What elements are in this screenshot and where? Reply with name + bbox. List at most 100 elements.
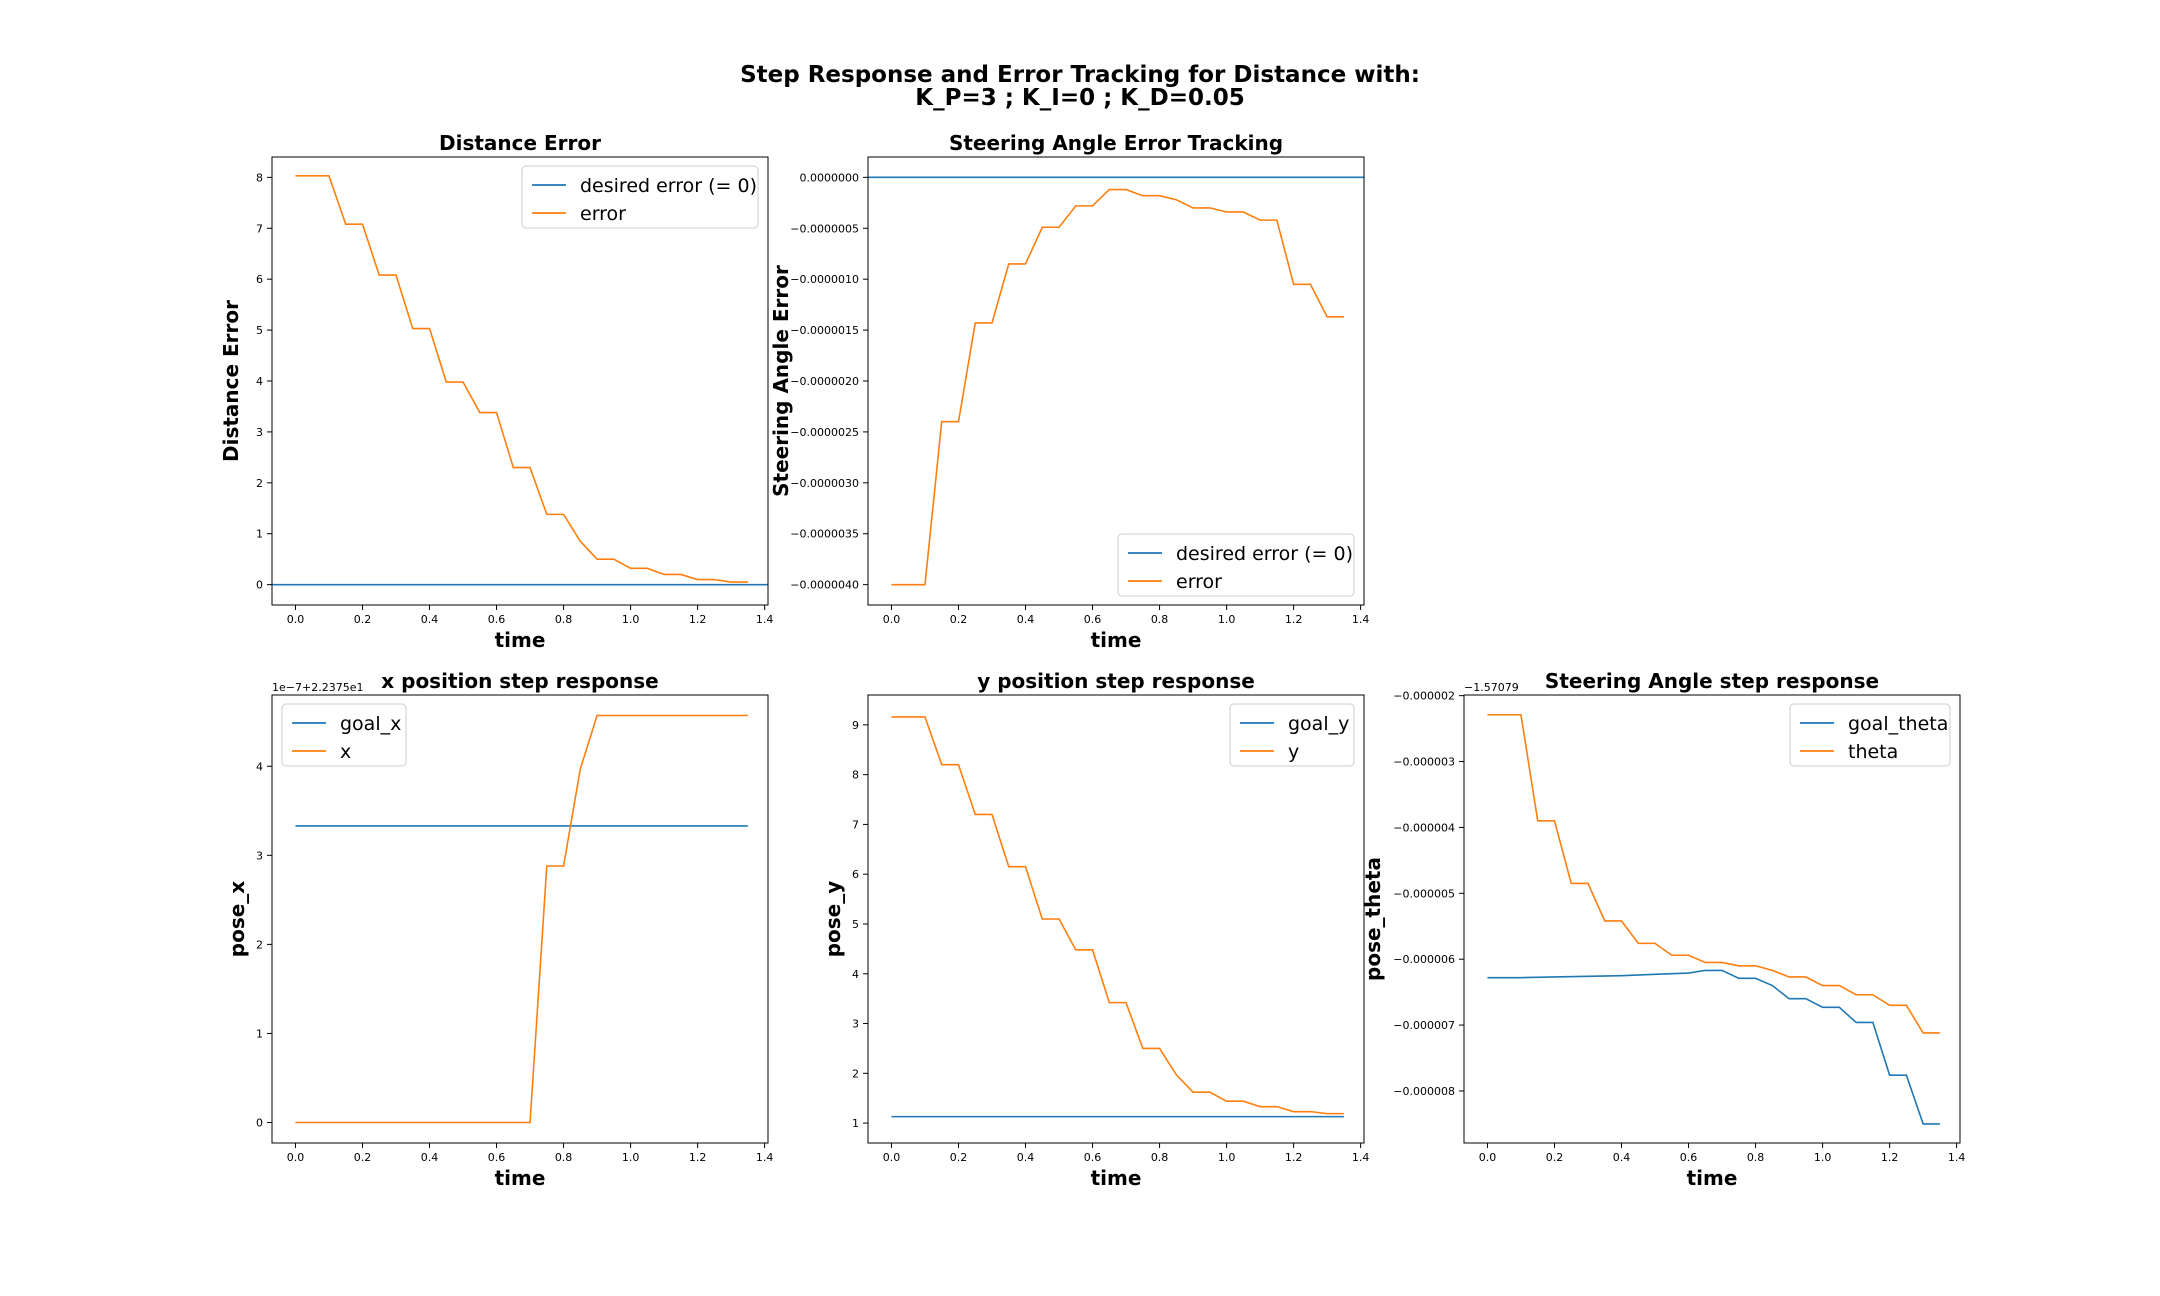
chart-4-y-tick-label: 7 [852,818,859,831]
chart-1-legend-label: error [580,203,626,225]
chart-4-x-axis-label: time [1091,1166,1142,1190]
chart-5-y-tick-label: −0.000005 [1393,887,1455,900]
chart-2-x-tick-label: 1.0 [1218,613,1236,626]
chart-4-x-tick-label: 0.4 [1017,1151,1035,1164]
chart-1-y-tick-label: 3 [256,426,263,439]
chart-5-series-theta-line [1487,713,1940,1034]
chart-1-x-tick-label: 1.2 [689,613,707,626]
chart-1-series-error-line [295,175,748,583]
chart-3-x-tick-label: 0.0 [287,1151,305,1164]
chart-2-x-axis-label: time [1091,628,1142,652]
chart-5-legend-label: goal_theta [1848,713,1948,735]
chart-2-x-tick-label: 1.2 [1285,613,1303,626]
chart-3-legend-label: goal_x [340,713,401,735]
chart-panel-5: 0.0 0.2 0.4 0.6 0.8 1.0 1.2 1.4 −0.000002 −0.0000… [1361,669,1965,1190]
figure-title-line-1: Step Response and Error Tracking for Dis… [740,62,1420,88]
chart-panel-3: 0.0 0.2 0.4 0.6 0.8 1.0 1.2 1.4 0 1 2 3 4 x position … [225,669,773,1190]
chart-4-legend: goal_yy [1229,703,1355,767]
chart-1-y-tick-label: 7 [256,222,263,235]
chart-3-x-tick-label: 0.8 [555,1151,573,1164]
chart-3-x-tick-label: 1.0 [622,1151,640,1164]
chart-4-y-tick-label: 2 [852,1067,859,1080]
chart-2-x-tick-label: 0.4 [1017,613,1035,626]
chart-5-y-tick-label: −0.000003 [1393,756,1455,769]
chart-3-legend: goal_xx [281,703,407,767]
chart-2-y-tick-label: −0.0000035 [790,528,859,541]
chart-1-x-tick-label: 0.4 [421,613,439,626]
chart-4-x-tick-label: 0.8 [1151,1151,1169,1164]
chart-3-y-axis-label: pose_x [225,881,249,958]
chart-3-y-tick-label: 4 [256,760,263,773]
chart-5-x-tick-label: 1.4 [1948,1151,1966,1164]
chart-4-x-tick-label: 0.2 [950,1151,968,1164]
chart-1-x-axis-label: time [495,628,546,652]
chart-2-x-tick-label: 1.4 [1352,613,1370,626]
chart-3-x-tick-label: 1.2 [689,1151,707,1164]
figure-title-line-2: K_P=3 ; K_I=0 ; K_D=0.05 [915,85,1244,111]
chart-3-y-tick-label: 3 [256,849,263,862]
chart-3-y-tick-label: 1 [256,1027,263,1040]
chart-4-title: y position step response [977,669,1255,693]
chart-2-title: Steering Angle Error Tracking [949,131,1283,155]
chart-5-x-tick-label: 0.4 [1613,1151,1631,1164]
chart-1-legend: desired error (= 0) error [521,165,759,229]
chart-5-y-tick-label: −0.000008 [1393,1085,1455,1098]
chart-5-x-tick-label: 0.0 [1479,1151,1497,1164]
chart-2-y-tick-label: 0.0000000 [800,171,860,184]
chart-1-y-tick-label: 8 [256,171,263,184]
chart-4-y-tick-label: 3 [852,1018,859,1031]
chart-4-y-tick-label: 8 [852,769,859,782]
chart-3-x-tick-label: 1.4 [756,1151,774,1164]
chart-2-x-tick-label: 0.2 [950,613,968,626]
chart-5-series-goal-theta-line [1487,969,1940,1125]
chart-5-y-tick-label: −0.000002 [1393,690,1455,703]
chart-3-axis-offset-text: 1e−7+2.2375e1 [272,681,363,694]
chart-3-x-tick-label: 0.4 [421,1151,439,1164]
chart-5-y-tick-label: −0.000006 [1393,953,1455,966]
chart-4-y-tick-label: 5 [852,918,859,931]
chart-5-legend-label: theta [1848,741,1898,763]
chart-3-x-axis-label: time [495,1166,546,1190]
chart-4-x-tick-label: 0.0 [883,1151,901,1164]
chart-1-x-tick-label: 0.6 [488,613,506,626]
chart-4-x-tick-label: 1.4 [1352,1151,1370,1164]
chart-1-y-tick-label: 5 [256,324,263,337]
chart-1-y-tick-label: 6 [256,273,263,286]
chart-2-x-tick-label: 0.0 [883,613,901,626]
chart-4-y-axis-label: pose_y [821,881,845,958]
chart-1-x-tick-label: 1.0 [622,613,640,626]
chart-5-y-tick-label: −0.000004 [1393,821,1455,834]
chart-2-y-axis-label: Steering Angle Error [769,265,793,497]
chart-4-legend-label: goal_y [1288,713,1349,735]
chart-5-x-tick-label: 0.8 [1747,1151,1765,1164]
chart-3-legend-label: x [340,741,351,763]
chart-1-y-tick-label: 0 [256,579,263,592]
chart-2-legend: desired error (= 0) error [1117,533,1355,597]
chart-4-x-tick-label: 0.6 [1084,1151,1102,1164]
chart-4-y-tick-label: 4 [852,968,859,981]
chart-2-y-tick-label: −0.0000010 [790,273,859,286]
chart-3-axes-frame [271,694,769,1144]
chart-4-x-tick-label: 1.2 [1285,1151,1303,1164]
chart-2-legend-label: error [1176,571,1222,593]
chart-panel-4: 0.0 0.2 0.4 0.6 0.8 1.0 1.2 1.4 1 2 3 4 5 6 7 8 9 y posit… [821,669,1369,1190]
chart-2-y-tick-label: −0.0000005 [790,222,859,235]
chart-5-y-axis-label: pose_theta [1361,857,1385,981]
chart-3-y-tick-label: 2 [256,938,263,951]
chart-5-title: Steering Angle step response [1545,669,1879,693]
chart-4-y-tick-label: 9 [852,719,859,732]
chart-5-axis-offset-text: −1.57079 [1464,681,1519,694]
chart-3-y-tick-label: 0 [256,1117,263,1130]
chart-1-x-tick-label: 0.2 [354,613,372,626]
chart-2-y-tick-label: −0.0000015 [790,324,859,337]
chart-4-legend-label: y [1288,741,1299,763]
chart-2-y-tick-label: −0.0000025 [790,426,859,439]
chart-2-series-error-line [891,188,1344,586]
chart-1-y-tick-label: 1 [256,528,263,541]
chart-2-x-tick-label: 0.6 [1084,613,1102,626]
chart-4-series-y-line [891,716,1344,1115]
chart-5-x-axis-label: time [1687,1166,1738,1190]
chart-5-x-tick-label: 1.2 [1881,1151,1899,1164]
chart-5-axes-frame [1463,694,1961,1144]
